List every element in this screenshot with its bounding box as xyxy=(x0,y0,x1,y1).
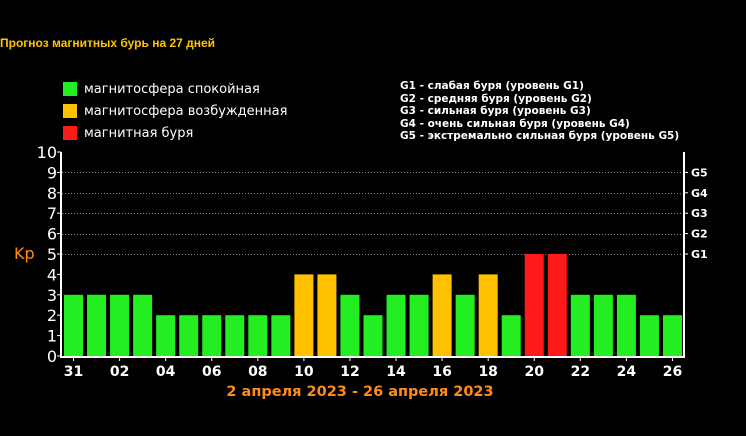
x-tick-label: 24 xyxy=(617,364,637,380)
legend-label-quiet: магнитосфера спокойная xyxy=(84,81,260,97)
right-axis-label: G1 xyxy=(691,248,708,261)
bar xyxy=(501,315,521,356)
bar xyxy=(662,315,682,356)
x-tick-label: 16 xyxy=(432,364,451,380)
legend-item-storm: магнитная буря xyxy=(63,122,287,144)
storm-level-g2: G2 - средняя буря (уровень G2) xyxy=(400,92,592,105)
y-tick-label: 1 xyxy=(47,327,57,346)
bar xyxy=(133,294,153,356)
bar xyxy=(593,294,613,356)
bar xyxy=(386,294,406,356)
bar xyxy=(363,315,383,356)
legend: магнитосфера спокойная магнитосфера возб… xyxy=(63,78,287,144)
x-tick-label: 20 xyxy=(525,364,545,380)
legend-swatch-excited xyxy=(63,104,77,118)
right-axis-label: G3 xyxy=(691,207,708,220)
x-tick-label: 04 xyxy=(156,364,176,380)
legend-swatch-quiet xyxy=(63,82,77,96)
x-tick-label: 22 xyxy=(571,364,590,380)
bar xyxy=(478,274,498,356)
y-tick-label: 5 xyxy=(47,245,57,264)
storm-level-legend: G1 - слабая буря (уровень G1) G2 - средн… xyxy=(400,80,679,143)
legend-item-excited: магнитосфера возбужденная xyxy=(63,100,287,122)
date-range: 2 апреля 2023 - 26 апреля 2023 xyxy=(226,384,494,400)
legend-label-storm: магнитная буря xyxy=(84,125,194,141)
bar xyxy=(570,294,590,356)
storm-level-g4: G4 - очень сильная буря (уровень G4) xyxy=(400,117,630,130)
bar xyxy=(524,254,544,356)
legend-swatch-storm xyxy=(63,126,77,140)
page-title: Прогноз магнитных бурь на 27 дней xyxy=(0,36,216,50)
x-tick-label: 12 xyxy=(340,364,359,380)
bar xyxy=(616,294,636,356)
y-tick-label: 3 xyxy=(47,286,57,305)
storm-level-g3: G3 - сильная буря (уровень G3) xyxy=(400,105,591,117)
bar xyxy=(271,315,291,356)
x-tick-label: 14 xyxy=(386,364,406,380)
bar xyxy=(248,315,268,356)
x-tick-label: 06 xyxy=(202,364,221,380)
storm-level-g5: G5 - экстремально сильная буря (уровень … xyxy=(400,130,680,142)
bar xyxy=(87,294,107,356)
y-tick-label: 10 xyxy=(37,143,57,162)
bar xyxy=(340,294,360,356)
legend-label-excited: магнитосфера возбужденная xyxy=(84,103,288,119)
bar xyxy=(225,315,245,356)
x-tick-label: 08 xyxy=(248,364,267,380)
y-axis-title: Kp xyxy=(14,244,35,263)
y-tick-label: 0 xyxy=(47,347,57,366)
right-axis-label: G2 xyxy=(691,228,708,241)
y-tick-label: 8 xyxy=(47,184,57,203)
bar xyxy=(409,294,429,356)
x-tick-label: 26 xyxy=(663,364,682,380)
bar xyxy=(64,294,84,356)
bar xyxy=(639,315,659,356)
bar xyxy=(156,315,176,356)
bar xyxy=(317,274,337,356)
x-tick-label: 18 xyxy=(478,364,497,380)
right-axis-label: G4 xyxy=(691,187,708,200)
x-tick-label: 10 xyxy=(294,364,314,380)
bar xyxy=(547,254,567,356)
y-tick-label: 4 xyxy=(47,265,57,284)
bar xyxy=(110,294,130,356)
bar xyxy=(432,274,452,356)
y-tick-label: 2 xyxy=(47,306,57,325)
storm-level-g1: G1 - слабая буря (уровень G1) xyxy=(400,80,584,92)
x-tick-label: 02 xyxy=(110,364,129,380)
bar xyxy=(179,315,199,356)
bar xyxy=(294,274,314,356)
y-tick-label: 9 xyxy=(47,163,57,182)
y-tick-label: 6 xyxy=(47,225,57,244)
x-tick-label: 31 xyxy=(64,364,83,380)
y-tick-label: 7 xyxy=(47,204,57,223)
legend-item-quiet: магнитосфера спокойная xyxy=(63,78,287,100)
bar xyxy=(455,294,475,356)
bar xyxy=(202,315,222,356)
right-axis-label: G5 xyxy=(691,166,708,179)
